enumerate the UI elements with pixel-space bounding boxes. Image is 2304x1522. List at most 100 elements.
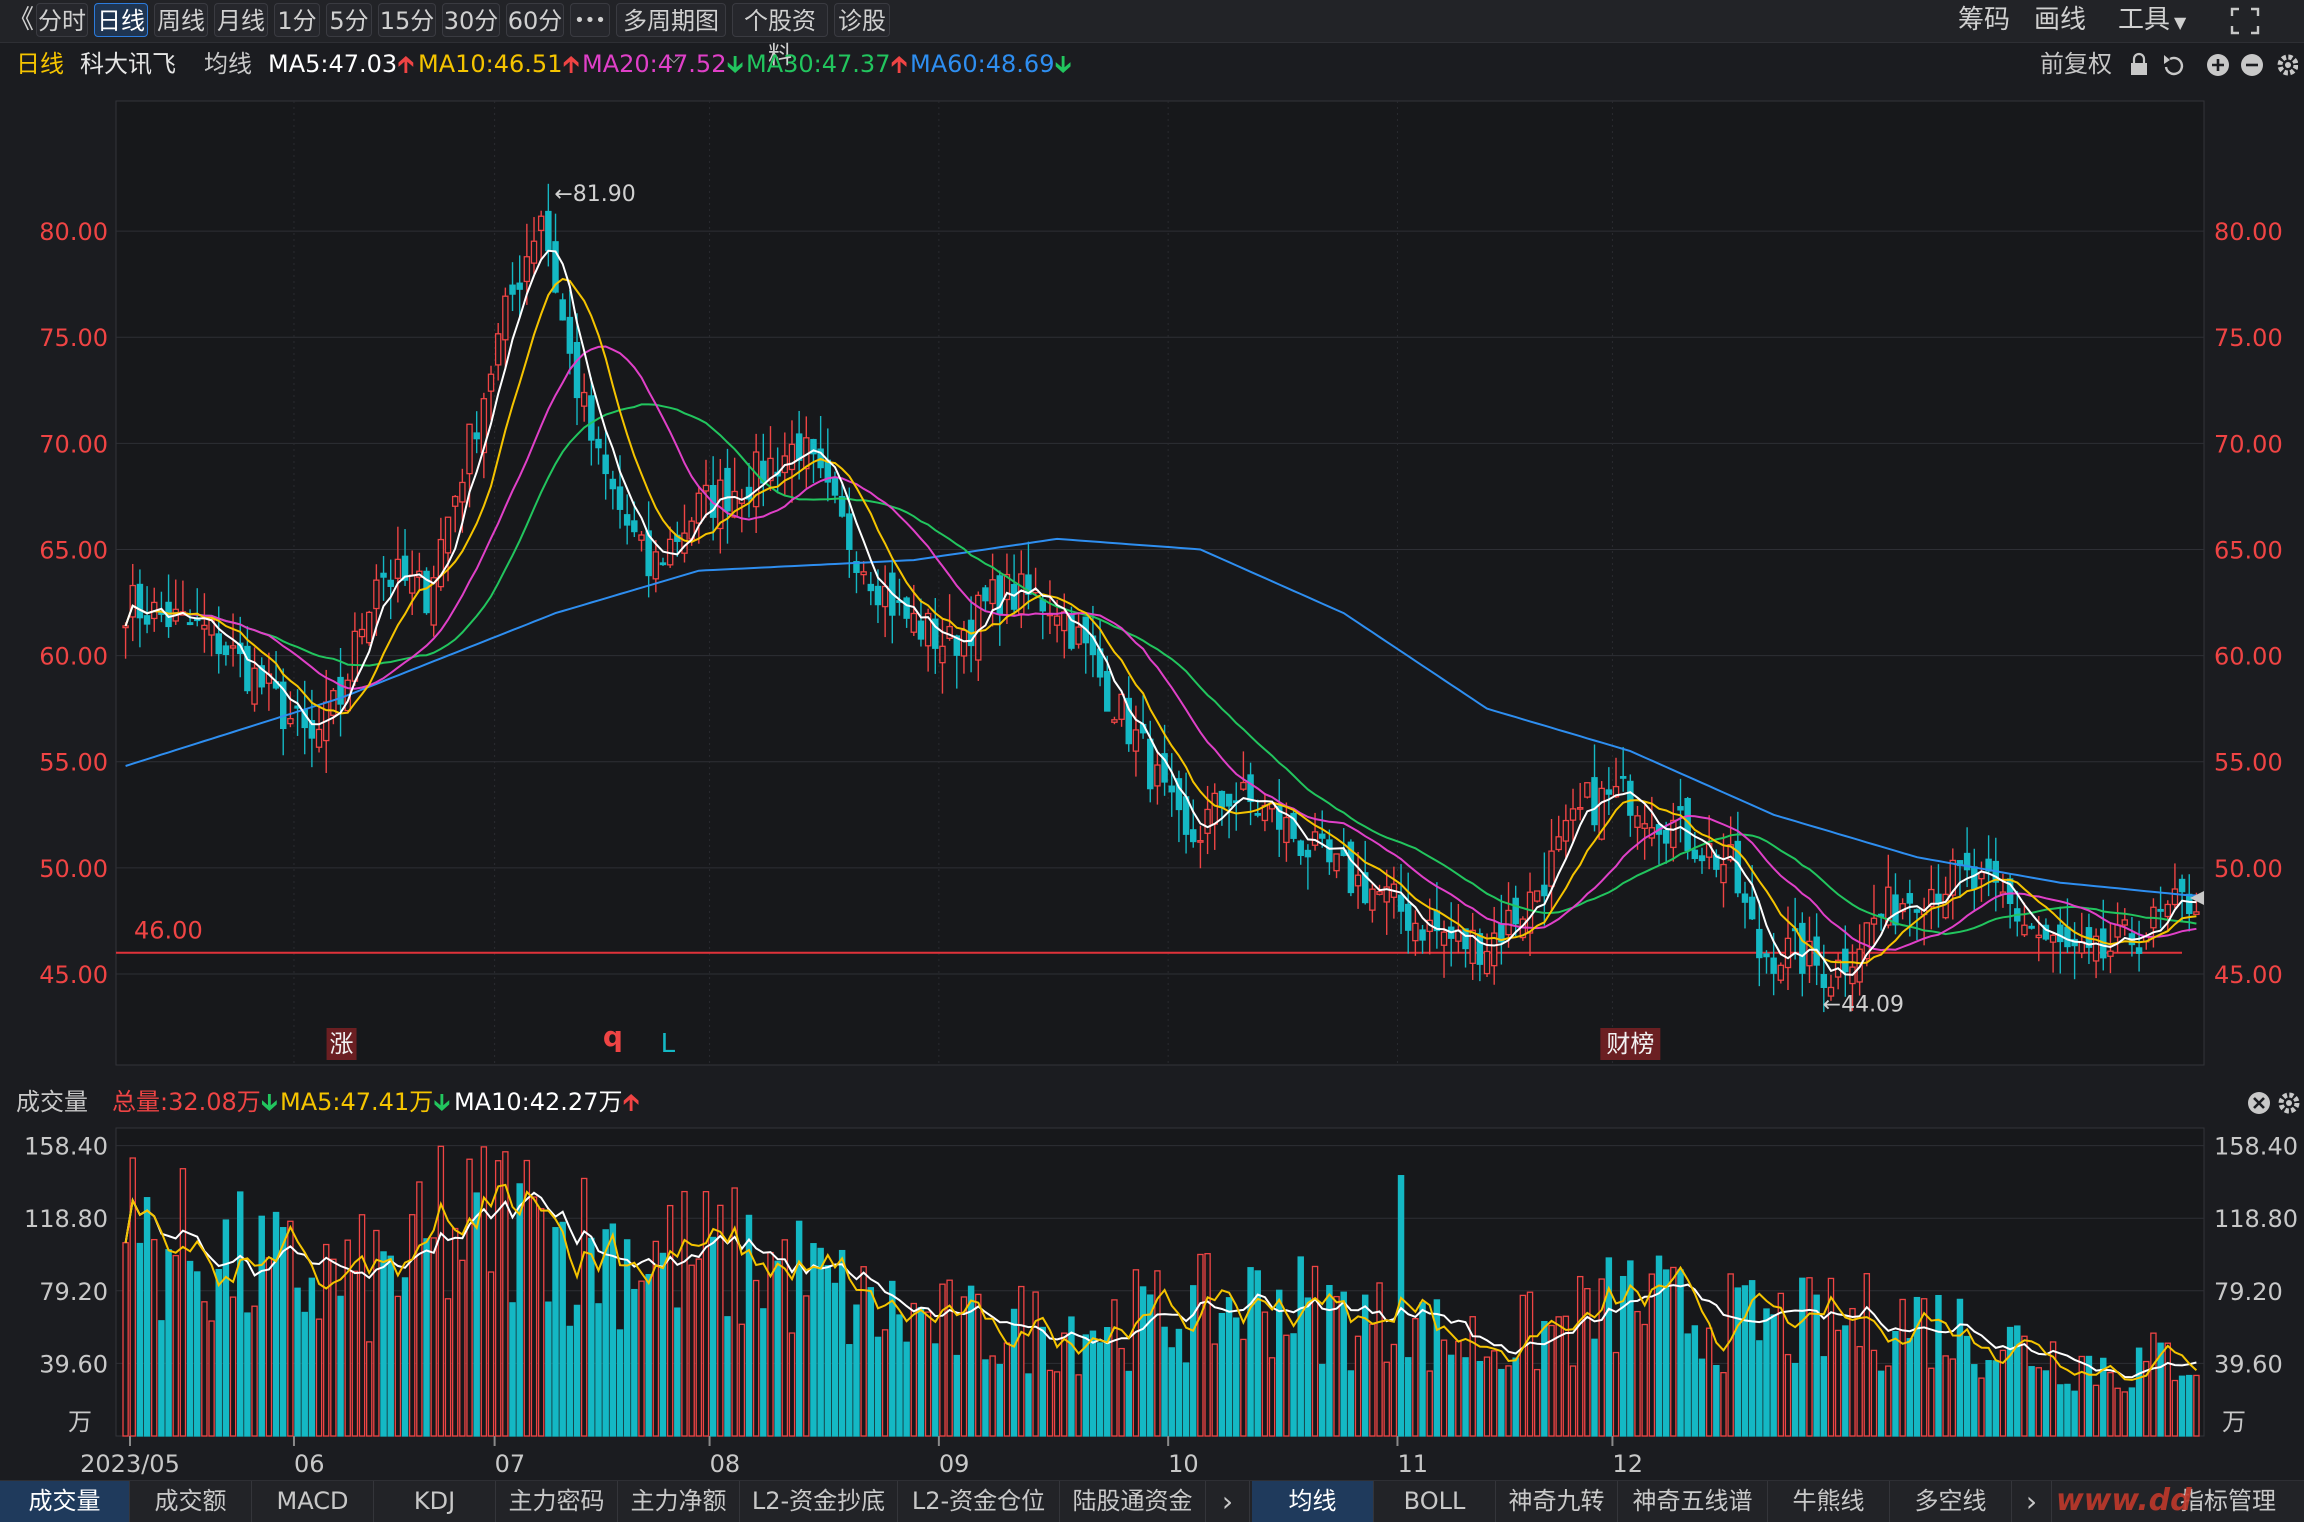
chevron-right-icon[interactable]: › <box>1206 1481 1250 1522</box>
tab-indicator-manage[interactable]: 指标管理 <box>2180 1487 2276 1515</box>
zoom-out-icon[interactable] <box>2241 54 2263 76</box>
zoom-in-icon[interactable] <box>2207 54 2229 76</box>
volume-bar <box>2064 1383 2071 1437</box>
tab-macd[interactable]: MACD <box>252 1481 374 1522</box>
y-tick-label-left: 80.00 <box>39 218 108 246</box>
candle-body <box>1168 785 1175 793</box>
ma-label[interactable]: 均线 <box>204 50 252 78</box>
volume-bar <box>1490 1350 1498 1437</box>
y-tick-label-right: 80.00 <box>2214 218 2283 246</box>
period-tab-60min[interactable]: 60分 <box>506 3 564 37</box>
candle-body <box>1369 888 1376 911</box>
diagnose-button[interactable]: 诊股 <box>834 3 890 37</box>
candle-body <box>2092 935 2100 962</box>
volume-bar <box>523 1159 531 1437</box>
multi-period-dropdown[interactable]: 多周期图 ⌵ <box>616 3 726 67</box>
volume-bar <box>1992 1360 2000 1437</box>
stock-profile-button[interactable]: 个股资料 <box>732 3 828 69</box>
tab-kdj[interactable]: KDJ <box>374 1481 496 1522</box>
fullscreen-icon[interactable] <box>2230 7 2260 35</box>
lock-icon[interactable] <box>2131 52 2147 75</box>
volume-ma10: MA10:42.27万🡱 <box>454 1088 640 1116</box>
volume-bar <box>838 1249 846 1437</box>
candle-body <box>1741 893 1749 903</box>
candle-body <box>623 514 631 526</box>
candle-body <box>251 667 258 705</box>
volume-bar <box>1863 1273 1871 1437</box>
volume-bar <box>652 1240 660 1437</box>
volume-bar <box>1197 1253 1204 1437</box>
period-tab-30min[interactable]: 30分 <box>442 3 500 37</box>
chips-button[interactable]: 筹码 <box>1958 5 2011 35</box>
tab-magic-five[interactable]: 神奇五线谱 <box>1618 1481 1768 1522</box>
tab-l2-position[interactable]: L2-资金仓位 <box>898 1481 1060 1522</box>
undo-icon[interactable] <box>2164 55 2184 76</box>
tab-main-net[interactable]: 主力净额 <box>618 1481 740 1522</box>
volume-ma5: MA5:47.41万🡳 <box>280 1088 451 1116</box>
volume-bar <box>1218 1312 1226 1437</box>
candle-body <box>788 443 796 471</box>
period-tab-15min[interactable]: 15分 <box>378 3 436 37</box>
period-tab-1min[interactable]: 1分 <box>274 3 320 37</box>
tab-boll[interactable]: BOLL <box>1374 1481 1496 1522</box>
gear-icon[interactable] <box>2277 54 2298 76</box>
volume-bar <box>1247 1267 1254 1437</box>
y-tick-label-left: 75.00 <box>39 324 108 352</box>
candlestick-chart[interactable]: 80.00 80.00 75.00 75.00 70.00 70.00 65.00 65.00… <box>0 85 2304 1082</box>
volume-bar <box>1512 1357 1519 1437</box>
period-tab-fenshi[interactable]: 分时 <box>36 3 88 37</box>
tab-l2-bottom[interactable]: L2-资金抄底 <box>740 1481 898 1522</box>
tab-td9[interactable]: 神奇九转 <box>1496 1481 1618 1522</box>
volume-bar <box>1562 1315 1570 1437</box>
volume-bar <box>946 1279 953 1437</box>
back-icon[interactable]: 《 <box>8 5 35 35</box>
candle-body <box>702 484 710 492</box>
tools-button[interactable]: 工具 ▼ <box>2118 3 2186 37</box>
volume-bar <box>1125 1370 1132 1437</box>
volume-bar <box>1741 1285 1749 1437</box>
volume-bar <box>1347 1370 1355 1437</box>
volume-bar <box>172 1254 179 1437</box>
tab-hk-connect[interactable]: 陆股通资金 <box>1060 1481 1206 1522</box>
tab-ma[interactable]: 均线 <box>1252 1481 1374 1522</box>
period-tab-weekly[interactable]: 周线 <box>154 3 208 37</box>
marker-badge-bg <box>1600 1028 1661 1060</box>
candle-body <box>1154 764 1161 787</box>
volume-bar <box>1211 1343 1218 1437</box>
more-periods-button[interactable]: ••• <box>570 3 610 37</box>
draw-line-button[interactable]: 画线 <box>2034 5 2087 35</box>
candle-body <box>2021 924 2028 936</box>
candle-body <box>2164 903 2171 918</box>
candle-body <box>1218 790 1226 808</box>
volume-bar <box>287 1220 294 1437</box>
watermark: www.dd <box>2056 1483 2192 1518</box>
period-tab-daily[interactable]: 日线 <box>94 3 148 37</box>
chevron-right-icon[interactable]: › <box>2012 1481 2052 1522</box>
adjust-mode-button[interactable]: 前复权 <box>2040 50 2112 78</box>
volume-bar <box>1225 1297 1233 1437</box>
tab-long-short[interactable]: 多空线 <box>1890 1481 2012 1522</box>
period-tab-monthly[interactable]: 月线 <box>214 3 268 37</box>
volume-bar <box>1333 1295 1340 1437</box>
close-icon[interactable] <box>2248 1092 2270 1114</box>
candle-body <box>530 240 538 264</box>
volume-bar <box>480 1146 488 1437</box>
tab-bull-bear[interactable]: 牛熊线 <box>1768 1481 1890 1522</box>
tab-main-code[interactable]: 主力密码 <box>496 1481 618 1522</box>
chevron-down-icon: ⌵ <box>667 48 681 67</box>
candle-body <box>1469 929 1476 964</box>
candle-body <box>903 597 910 619</box>
volume-bar <box>795 1220 803 1437</box>
volume-bar <box>903 1341 910 1437</box>
period-tab-5min[interactable]: 5分 <box>326 3 372 37</box>
volume-bar <box>1455 1340 1462 1437</box>
volume-bar <box>1404 1357 1412 1437</box>
gear-icon[interactable] <box>2278 1092 2300 1114</box>
tab-turnover[interactable]: 成交额 <box>130 1481 252 1522</box>
volume-bar <box>1705 1327 1713 1437</box>
volume-chart[interactable]: 158.40 158.40 118.80 118.80 79.20 79.20 39.60 3… <box>0 1122 2304 1480</box>
tab-volume[interactable]: 成交量 <box>0 1481 130 1522</box>
volume-bar <box>1698 1358 1706 1437</box>
candle-body <box>1404 903 1412 931</box>
candle-body <box>1297 840 1304 857</box>
